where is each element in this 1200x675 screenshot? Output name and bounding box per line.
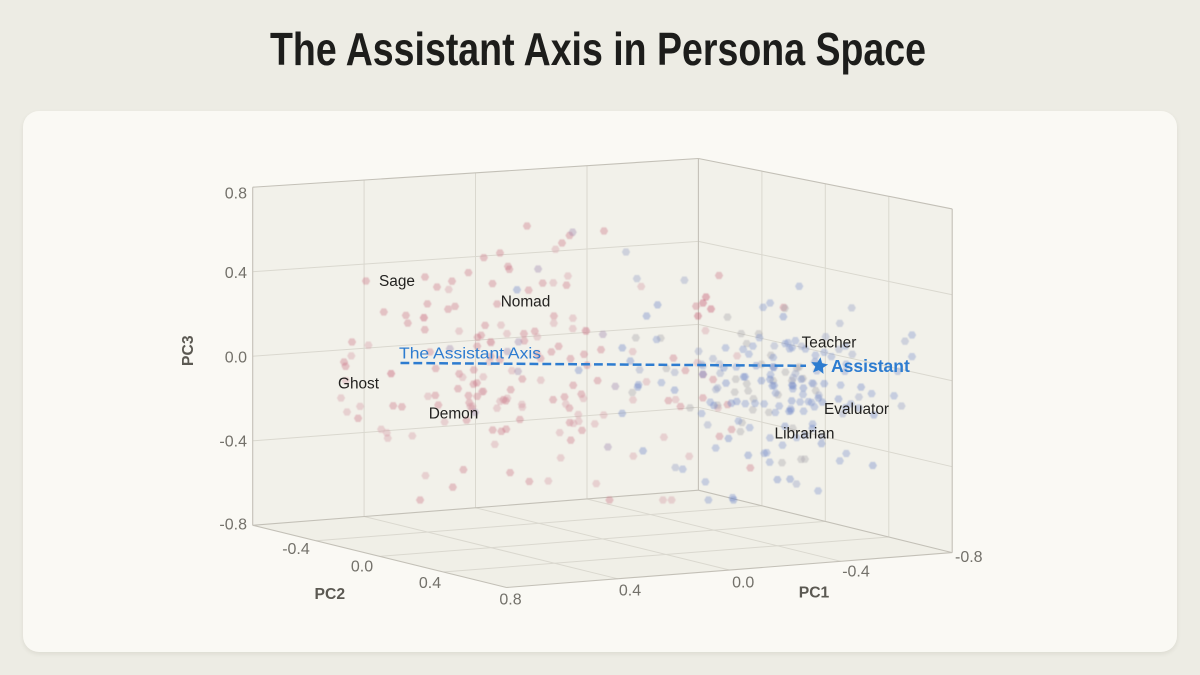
svg-text:Nomad: Nomad: [501, 293, 551, 310]
svg-text:-0.8: -0.8: [219, 517, 247, 534]
svg-text:0.0: 0.0: [225, 350, 247, 367]
svg-text:0.0: 0.0: [732, 575, 754, 592]
svg-text:0.8: 0.8: [499, 591, 521, 608]
svg-text:Teacher: Teacher: [802, 334, 857, 351]
svg-text:The Assistant Axis: The Assistant Axis: [399, 346, 541, 363]
svg-text:Ghost: Ghost: [338, 375, 380, 392]
svg-text:PC3: PC3: [180, 335, 197, 366]
svg-text:0.8: 0.8: [225, 186, 247, 203]
svg-text:-0.4: -0.4: [842, 563, 870, 580]
svg-text:PC2: PC2: [315, 586, 346, 603]
svg-text:Evaluator: Evaluator: [824, 401, 889, 418]
svg-text:0.0: 0.0: [351, 559, 373, 576]
svg-text:0.4: 0.4: [619, 583, 641, 600]
svg-text:Sage: Sage: [379, 273, 415, 290]
svg-text:Demon: Demon: [429, 405, 479, 422]
svg-text:-0.4: -0.4: [282, 541, 310, 558]
svg-text:Librarian: Librarian: [775, 425, 835, 442]
svg-text:PC1: PC1: [799, 584, 830, 601]
svg-text:Assistant: Assistant: [831, 356, 910, 376]
svg-text:-0.8: -0.8: [955, 549, 983, 566]
svg-text:-0.4: -0.4: [219, 434, 247, 451]
svg-text:0.4: 0.4: [225, 265, 247, 282]
svg-text:The Assistant Axis in Persona: The Assistant Axis in Persona Space: [270, 23, 926, 75]
svg-text:0.4: 0.4: [419, 575, 441, 592]
